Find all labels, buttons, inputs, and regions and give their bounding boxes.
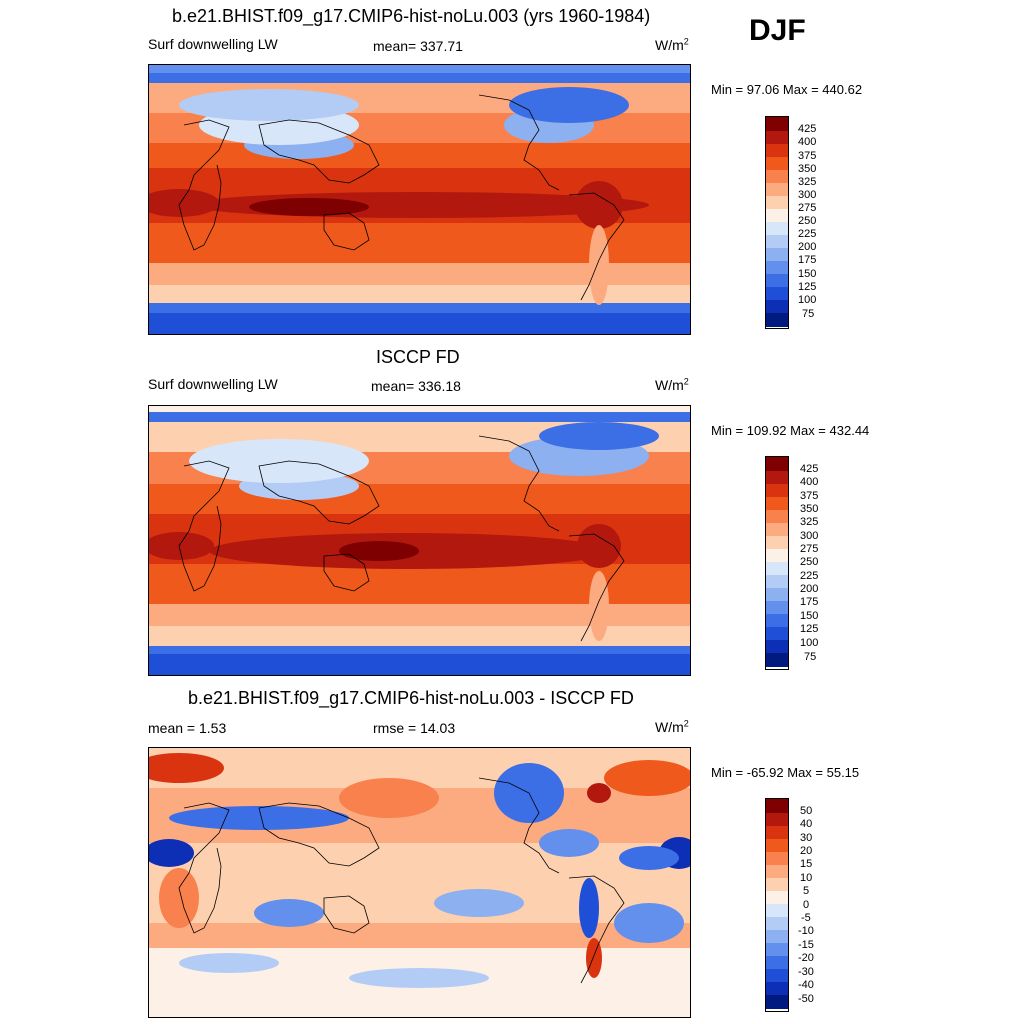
panel1-minmax: Min = 97.06 Max = 440.62 [711,82,863,97]
panel3-mean-label: mean = 1.53 [148,720,227,736]
panel2-tick: 250 [800,556,819,568]
panel1-variable-label: Surf downwelling LW [148,36,278,52]
panel2-tick: 100 [800,637,819,649]
panel2-units: W/m2 [655,376,689,393]
panel3-tick: -10 [798,925,814,937]
panel1-tick: 150 [798,268,817,280]
panel2-tick: 400 [800,476,819,488]
panel1-mean-label: mean= 337.71 [373,38,463,54]
panel2-tick: 325 [800,516,819,528]
panel1-map-field [149,65,690,334]
panel3-colorbar [765,798,789,1012]
panel2-variable-label: Surf downwelling LW [148,376,278,392]
panel1-tick: 425 [798,123,817,135]
panel1-tick: 250 [798,215,817,227]
panel3-tick: 5 [803,885,810,897]
panel3-tick: -5 [801,912,811,924]
panel2-tick: 350 [800,503,819,515]
panel3-tick: 10 [800,872,813,884]
panel2-tick: 200 [800,583,819,595]
panel1-tick: 400 [798,136,817,148]
panel1-tick: 125 [798,281,817,293]
panel2-tick: 375 [800,490,819,502]
panel3-tick: 40 [800,818,813,830]
panel3-tick: -30 [798,966,814,978]
panel3-map-field [149,748,690,1017]
panel1-tick: 275 [798,202,817,214]
panel3-map [148,747,691,1018]
panel3-minmax: Min = -65.92 Max = 55.15 [711,765,860,780]
panel1-tick: 325 [798,176,817,188]
panel3-tick: 30 [800,832,813,844]
panel3-tick: -40 [798,979,814,991]
panel2-tick: 300 [800,530,819,542]
panel2-tick: 75 [804,651,817,663]
panel2-tick: 225 [800,570,819,582]
panel3-tick: -15 [798,939,814,951]
panel2-tick: 425 [800,463,819,475]
panel1-tick: 75 [802,308,815,320]
panel2-colorbar [765,456,789,670]
panel2-tick: 275 [800,543,819,555]
panel1-tick: 375 [798,150,817,162]
panel1-units: W/m2 [655,36,689,53]
panel2-tick: 150 [800,610,819,622]
panel1-tick: 300 [798,189,817,201]
panel1-map [148,64,691,335]
panel2-map [148,405,691,676]
panel2-map-field [149,406,690,675]
panel1-tick: 100 [798,294,817,306]
panel2-mean-label: mean= 336.18 [371,378,461,394]
panel1-tick: 200 [798,241,817,253]
panel1-colorbar [765,116,789,329]
panel3-tick: 20 [800,845,813,857]
panel3-tick: -20 [798,952,814,964]
panel3-title: b.e21.BHIST.f09_g17.CMIP6-hist-noLu.003 … [188,688,634,708]
panel1-tick: 225 [798,228,817,240]
season-label: DJF [749,14,806,47]
panel3-units: W/m2 [655,718,689,735]
panel2-title: ISCCP FD [376,347,460,367]
panel2-tick: 175 [800,596,819,608]
panel2-tick: 125 [800,623,819,635]
panel3-tick: 15 [800,858,813,870]
panel2-minmax: Min = 109.92 Max = 432.44 [711,423,870,438]
panel3-tick: 50 [800,805,813,817]
panel3-tick: 0 [803,899,810,911]
panel3-tick: -50 [798,993,814,1005]
panel1-tick: 350 [798,163,817,175]
panel1-title: b.e21.BHIST.f09_g17.CMIP6-hist-noLu.003 … [172,6,651,26]
panel3-rmse-label: rmse = 14.03 [373,720,456,736]
panel1-tick: 175 [798,254,817,266]
